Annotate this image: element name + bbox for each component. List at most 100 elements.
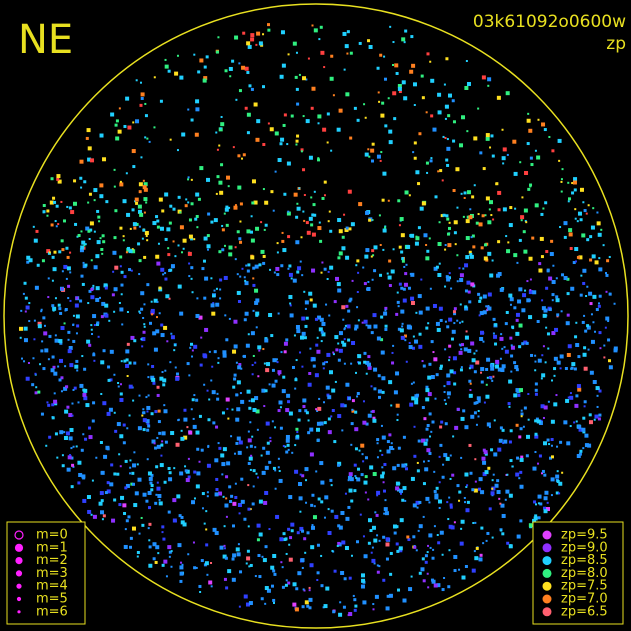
star xyxy=(364,456,368,460)
star xyxy=(485,394,490,399)
star xyxy=(560,190,563,193)
star xyxy=(357,271,360,274)
star xyxy=(354,447,358,451)
star xyxy=(42,316,46,320)
star xyxy=(279,537,284,542)
star xyxy=(315,427,320,432)
zp-symbol xyxy=(542,543,552,553)
star xyxy=(219,297,222,300)
star xyxy=(66,255,70,259)
star xyxy=(550,494,553,497)
star xyxy=(316,571,320,575)
star xyxy=(162,378,167,383)
star xyxy=(233,452,236,455)
star xyxy=(527,187,531,191)
star xyxy=(300,558,305,563)
star xyxy=(521,308,526,313)
star xyxy=(64,307,68,311)
star xyxy=(425,427,429,431)
star xyxy=(586,238,590,242)
star xyxy=(287,53,290,56)
star xyxy=(451,329,456,334)
star xyxy=(283,113,287,117)
star xyxy=(156,300,159,303)
star xyxy=(299,510,302,513)
star xyxy=(288,557,293,562)
star xyxy=(408,325,413,330)
star xyxy=(368,155,371,158)
star xyxy=(101,252,104,255)
star xyxy=(125,363,130,368)
star xyxy=(179,579,183,583)
star xyxy=(323,66,326,69)
star xyxy=(301,316,306,321)
star xyxy=(143,211,146,214)
star xyxy=(106,447,110,451)
star xyxy=(288,272,293,277)
star xyxy=(119,255,123,259)
star xyxy=(218,180,223,185)
star xyxy=(120,360,123,363)
star xyxy=(120,383,123,386)
star xyxy=(156,225,160,229)
star xyxy=(323,401,326,404)
star xyxy=(190,266,194,270)
star xyxy=(348,472,353,477)
star xyxy=(72,388,75,391)
star xyxy=(534,432,538,436)
star xyxy=(140,338,143,341)
star xyxy=(50,177,54,181)
star xyxy=(350,362,353,365)
star xyxy=(265,368,270,373)
star xyxy=(577,211,582,216)
star xyxy=(410,233,415,238)
star xyxy=(285,338,289,342)
star xyxy=(123,511,127,515)
star xyxy=(150,308,155,313)
star xyxy=(74,222,78,226)
star xyxy=(124,528,127,531)
star xyxy=(576,255,580,259)
star xyxy=(224,556,228,560)
star xyxy=(385,557,389,561)
star xyxy=(169,138,172,141)
star xyxy=(399,217,404,222)
star xyxy=(473,550,476,553)
star xyxy=(119,182,124,187)
star xyxy=(367,355,371,359)
star xyxy=(323,194,326,197)
star xyxy=(162,537,166,541)
star xyxy=(543,128,547,132)
star xyxy=(320,554,323,557)
star xyxy=(246,446,249,449)
star xyxy=(139,311,142,314)
star xyxy=(136,550,140,554)
star xyxy=(25,376,30,381)
star xyxy=(524,289,527,292)
star xyxy=(80,186,83,189)
star xyxy=(241,157,244,160)
star xyxy=(303,537,307,541)
star xyxy=(367,39,371,43)
star xyxy=(67,455,72,460)
star xyxy=(376,456,379,459)
star xyxy=(133,226,137,230)
star xyxy=(132,399,135,402)
star xyxy=(384,511,389,516)
star xyxy=(118,301,121,304)
star xyxy=(258,499,263,504)
star xyxy=(226,175,231,180)
star xyxy=(362,420,367,425)
star xyxy=(342,605,346,609)
star xyxy=(295,587,299,591)
star xyxy=(602,244,605,247)
star xyxy=(200,448,204,452)
star xyxy=(388,380,393,385)
zp-label: zp=8.5 xyxy=(561,553,608,568)
star xyxy=(128,249,133,254)
star xyxy=(176,54,179,57)
star xyxy=(322,362,326,366)
star xyxy=(215,302,220,307)
star xyxy=(516,261,519,264)
star xyxy=(528,523,533,528)
